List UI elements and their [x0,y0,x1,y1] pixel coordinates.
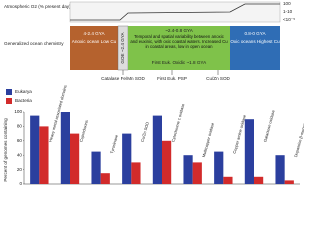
bar [192,162,202,184]
bar [100,173,110,184]
o2-level: 1-10 [283,9,293,14]
box-text: Anoxic ocean Low Cu [72,39,117,44]
event: First Euk. PSP [157,76,187,81]
bar [214,151,224,184]
legend-label: Eukarya [15,89,32,94]
category-label: Multicopper oxidase [201,121,215,157]
box-title: ~2.4-0.8 GYA [165,28,194,33]
y-axis-label: Percent of genomes containing [3,118,8,182]
category-label: Galactose oxidase [262,109,276,143]
category-label: Tyrosinase [109,133,119,154]
o2-level: <10⁻⁵ [283,17,295,22]
box-title: 4-2.4 GYA [83,31,105,36]
inner-event: First Euk. Oxidic ~1.8 GYA [152,60,207,65]
bar [223,176,233,184]
bar [284,180,294,184]
bar [122,133,132,184]
box-title: GOE ~2.4 GYA [120,31,125,63]
category-label: Cupredoxins [78,120,89,143]
bar [244,119,254,184]
category-label: Copper amine oxidase [232,113,247,154]
legend-label: Bacteria [15,98,32,103]
box-variable [128,26,230,70]
box-anoxic [70,26,118,70]
y-tick-label: 80 [17,124,23,129]
y-tick-label: 40 [17,152,23,157]
figure: Atmospheric O2 (% present day) 100 1-10 … [3,1,304,186]
o2-curve [70,3,280,21]
box-text: Temporal and spatial variability between… [130,34,228,49]
o2-level: 100 [283,1,291,6]
bar [152,115,162,184]
bar [162,140,172,184]
bar [131,162,141,184]
category-label: Cu/Zn SOD [140,121,150,142]
bar [275,155,285,184]
box-oxic [230,26,280,70]
y-tick-label: 20 [17,167,23,172]
o2-frame [69,1,281,23]
bar [60,112,70,184]
bar [183,155,193,184]
bar [70,133,80,184]
box-text: Oxic oceans Highest Cu [230,39,280,44]
bar [91,151,101,184]
event: Catalase Fe/Mn SOD [101,76,145,81]
event: Cu/Zn SOD [206,76,230,81]
category-label: Dopamine β-monooxygenase [293,105,304,158]
legend-swatch [6,89,12,95]
bar [39,126,49,184]
bar [30,115,40,184]
y-tick-label: 0 [19,181,22,186]
y-tick-label: 100 [14,109,22,114]
box-title: 0.8-0 GYA [244,31,266,36]
bar [254,176,264,184]
ocean-label: Generalized ocean chemistry [4,41,64,46]
o2-label: Atmospheric O2 (% present day) [4,4,71,9]
y-tick-label: 60 [17,138,23,143]
legend-swatch [6,98,12,104]
category-label: Cytochrome c oxidase [170,102,185,142]
